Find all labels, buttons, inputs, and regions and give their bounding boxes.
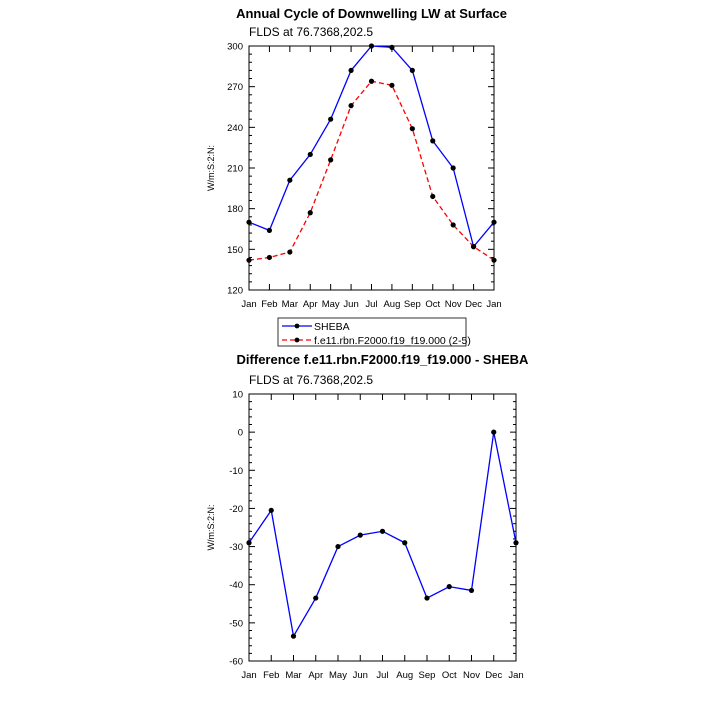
data-point bbox=[307, 210, 313, 216]
data-point bbox=[470, 244, 477, 250]
x-tick-label: Dec bbox=[465, 299, 482, 310]
y-tick-label: 0 bbox=[238, 428, 243, 439]
chart-title: Difference f.e11.rbn.F2000.f19_f19.000 -… bbox=[237, 352, 530, 367]
chart-subtitle: FLDS at 76.7368,202.5 bbox=[249, 373, 373, 387]
x-tick-label: Jul bbox=[365, 299, 377, 310]
data-point bbox=[313, 595, 319, 601]
x-tick-label: Oct bbox=[425, 299, 440, 310]
x-tick-label: Jan bbox=[486, 299, 501, 310]
y-tick-label: 300 bbox=[227, 42, 243, 53]
data-point bbox=[290, 633, 297, 639]
data-point bbox=[402, 540, 408, 546]
data-point bbox=[266, 254, 273, 261]
x-tick-label: May bbox=[322, 299, 340, 310]
data-point bbox=[268, 507, 274, 513]
data-point bbox=[409, 67, 415, 73]
data-point bbox=[328, 116, 334, 122]
data-point bbox=[246, 257, 252, 263]
legend-label: SHEBA bbox=[314, 321, 350, 333]
data-point bbox=[335, 543, 341, 550]
data-point bbox=[491, 219, 497, 225]
x-tick-label: May bbox=[329, 670, 347, 681]
data-point bbox=[446, 584, 452, 590]
y-axis-label: W/m:S:2:N: bbox=[206, 504, 216, 550]
data-point bbox=[430, 138, 436, 144]
y-tick-label: -40 bbox=[229, 580, 243, 591]
x-tick-label: Apr bbox=[303, 299, 318, 310]
data-point bbox=[287, 177, 293, 183]
chart-2: Difference f.e11.rbn.F2000.f19_f19.000 -… bbox=[206, 352, 529, 681]
data-point bbox=[450, 222, 456, 228]
series-line-1 bbox=[248, 45, 495, 249]
plot-frame bbox=[248, 393, 517, 662]
legend-label: f.e11.rbn.F2000.f19_f19.000 (2-5) bbox=[314, 335, 471, 347]
data-point bbox=[357, 532, 363, 538]
data-point bbox=[246, 219, 252, 225]
x-tick-label: Aug bbox=[383, 299, 400, 310]
x-tick-label: Jan bbox=[508, 670, 523, 681]
y-axis-label: W/m:S:2:N: bbox=[206, 145, 216, 191]
y-tick-label: 150 bbox=[227, 245, 243, 256]
x-tick-label: Feb bbox=[261, 299, 277, 310]
data-point bbox=[348, 103, 354, 109]
x-tick-label: Mar bbox=[285, 670, 301, 681]
x-tick-label: Jan bbox=[241, 670, 256, 681]
data-point bbox=[409, 126, 415, 132]
y-tick-label: 120 bbox=[227, 286, 243, 297]
x-tick-label: Oct bbox=[442, 670, 457, 681]
data-point bbox=[287, 249, 293, 255]
chart-1: Annual Cycle of Downwelling LW at Surfac… bbox=[206, 6, 507, 347]
chart-subtitle: FLDS at 76.7368,202.5 bbox=[249, 25, 373, 39]
x-tick-label: Mar bbox=[282, 299, 298, 310]
data-point bbox=[379, 528, 386, 534]
x-tick-label: Nov bbox=[463, 670, 480, 681]
data-point bbox=[389, 82, 395, 88]
x-tick-label: Dec bbox=[485, 670, 502, 681]
x-tick-label: Jan bbox=[241, 299, 256, 310]
x-tick-label: Sep bbox=[419, 670, 436, 681]
y-tick-label: -20 bbox=[229, 504, 243, 515]
data-point bbox=[307, 151, 313, 158]
y-tick-label: -50 bbox=[229, 618, 243, 629]
x-tick-label: Jul bbox=[376, 670, 388, 681]
y-tick-label: 180 bbox=[227, 204, 243, 215]
y-tick-label: -10 bbox=[229, 466, 243, 477]
legend-marker bbox=[294, 323, 300, 329]
data-point bbox=[450, 165, 456, 171]
y-tick-label: 210 bbox=[227, 164, 243, 175]
legend: SHEBA f.e11.rbn.F2000.f19_f19.000 (2-5) bbox=[277, 317, 471, 347]
series-line-1 bbox=[248, 432, 517, 639]
data-point bbox=[491, 429, 497, 435]
y-tick-label: 270 bbox=[227, 82, 243, 93]
data-point bbox=[348, 67, 354, 73]
x-tick-label: Sep bbox=[404, 299, 421, 310]
data-point bbox=[328, 157, 334, 163]
x-tick-label: Nov bbox=[445, 299, 462, 310]
data-point bbox=[368, 43, 375, 49]
y-tick-label: -60 bbox=[229, 657, 243, 668]
data-point bbox=[468, 587, 475, 594]
data-point bbox=[368, 78, 375, 84]
x-tick-label: Jun bbox=[353, 670, 368, 681]
data-point bbox=[491, 257, 497, 263]
x-tick-label: Jun bbox=[343, 299, 358, 310]
data-point bbox=[246, 540, 252, 546]
y-tick-label: 240 bbox=[227, 123, 243, 134]
y-tick-label: -30 bbox=[229, 542, 243, 553]
legend-box bbox=[277, 317, 467, 347]
data-point bbox=[389, 44, 395, 50]
chart-title: Annual Cycle of Downwelling LW at Surfac… bbox=[236, 6, 507, 21]
data-point bbox=[424, 595, 430, 601]
x-tick-label: Aug bbox=[396, 670, 413, 681]
series-line-2 bbox=[248, 80, 495, 261]
y-tick-label: 10 bbox=[232, 390, 243, 401]
legend-marker bbox=[294, 337, 300, 343]
data-point bbox=[513, 540, 519, 546]
x-tick-label: Apr bbox=[308, 670, 323, 681]
data-point bbox=[430, 193, 436, 200]
x-tick-label: Feb bbox=[263, 670, 279, 681]
data-point bbox=[266, 227, 273, 233]
